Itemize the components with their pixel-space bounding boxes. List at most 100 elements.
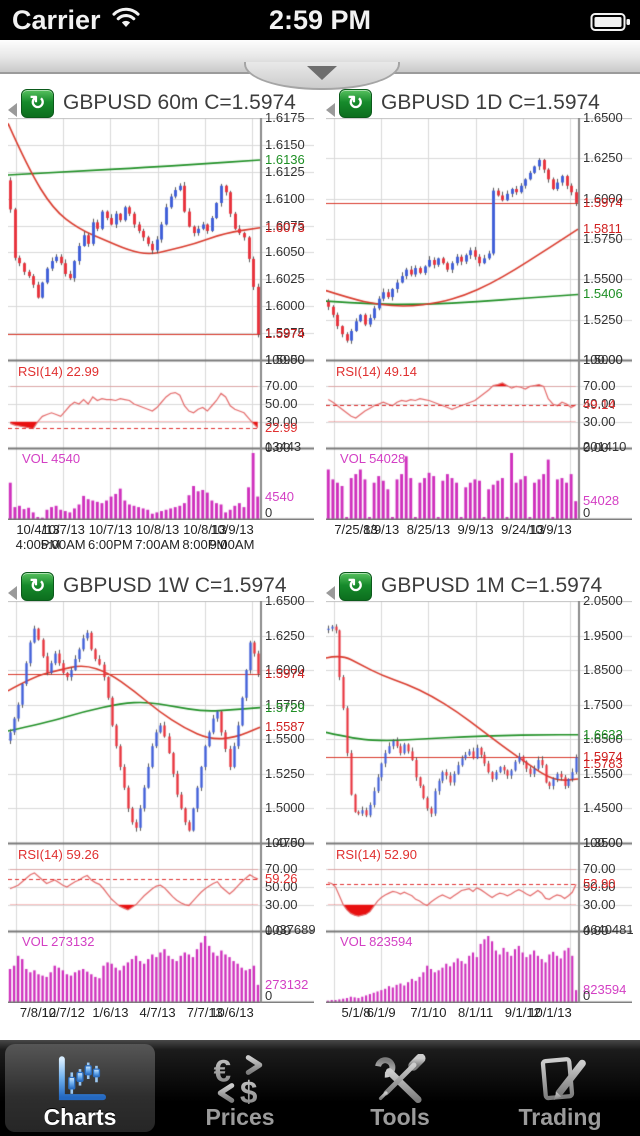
volume-title: VOL 54028 [340, 451, 406, 466]
rsi-axis-label: 30.00 [265, 413, 298, 429]
pulldown-handle[interactable] [244, 62, 400, 90]
tab-charts[interactable]: Charts [0, 1040, 160, 1136]
y-axis-label: 1.5250 [583, 311, 623, 327]
x-axis-label: 10/7/13 6:00PM [87, 522, 133, 552]
chart-title: GBPUSD 1D C=1.5974 [381, 91, 600, 114]
rsi-axis-label: 70.00 [583, 378, 616, 394]
rsi-axis-label: 0.00 [265, 923, 291, 938]
rsi-axis-label: 50.00 [583, 396, 616, 411]
x-axis-label: 1/6/13 [92, 1005, 129, 1020]
collapse-arrow-icon[interactable] [8, 586, 17, 600]
x-axis-label: 10/9/13 [528, 522, 572, 537]
chart-header: ↻ GBPUSD 1W C=1.5974 [8, 571, 314, 601]
rsi-value-label: 59.26 [265, 870, 298, 886]
rsi-axis-label: 100.00 [583, 835, 623, 850]
y-axis-label: 1.5000 [583, 352, 623, 367]
chart-panel-1m: ↻ GBPUSD 1M C=1.5974 2.0500 1.9500 1.8500 1… [326, 571, 634, 1036]
y-axis-label: 1.6500 [583, 110, 623, 125]
x-axis-label: 10/9/13 9:00AM [209, 522, 255, 552]
refresh-button[interactable]: ↻ [21, 88, 54, 118]
price-value-label: 1.6632 [583, 726, 623, 742]
tab-label: Charts [43, 1104, 117, 1130]
x-axis-label: 10/7/12 [41, 1005, 85, 1020]
price-value-label: 1.5974 [583, 749, 623, 765]
x-axis-label: 7/1/10 [410, 1005, 447, 1020]
y-axis-label: 1.6000 [583, 190, 623, 206]
y-axis-label: 1.6075 [265, 217, 305, 233]
volume-max-label: 201410 [583, 439, 627, 454]
volume-value-label: 823594 [583, 982, 627, 998]
y-axis-label: 1.5500 [265, 731, 305, 747]
rsi-title: RSI(14) 22.99 [18, 364, 99, 379]
chart-panel-60m: ↻ GBPUSD 60m C=1.5974 1.6175 1.6150 1.6125… [8, 88, 314, 553]
tools-icon [372, 1046, 428, 1104]
y-axis-label: 1.5000 [265, 800, 305, 816]
rsi-axis-label: 100.00 [265, 352, 305, 367]
svg-text:$: $ [240, 1075, 257, 1104]
rsi-axis-label: 70.00 [583, 861, 616, 877]
chart-canvas[interactable] [8, 118, 314, 520]
tab-bar: Charts € $ Prices Tools [0, 1040, 640, 1136]
x-axis-label: 5/1/8 [341, 1005, 371, 1020]
rsi-value-label: 49.14 [583, 396, 616, 412]
x-axis-label: 9/24/13 [501, 522, 545, 537]
price-value-label: 1.6073 [265, 219, 305, 235]
x-axis-label: 9/1/12 [504, 1005, 541, 1020]
x-axis-label: 8/25/13 [406, 522, 451, 537]
volume-title: VOL 823594 [340, 934, 413, 949]
rsi-axis-label: 50.00 [265, 396, 298, 411]
chart-canvas[interactable] [326, 601, 632, 1003]
chart-canvas[interactable] [326, 118, 632, 520]
rsi-axis-label: 0.00 [583, 923, 609, 938]
x-axis-label: 6/1/9 [366, 1005, 396, 1020]
rsi-axis-label: 30.00 [583, 896, 616, 912]
refresh-button[interactable]: ↻ [339, 571, 372, 601]
rsi-axis-label: 30.00 [583, 413, 616, 429]
volume-zero-label: 0 [265, 988, 273, 1003]
rsi-axis-label: 100.00 [583, 352, 623, 367]
x-axis-label: 7/8/12 [19, 1005, 57, 1020]
tab-tools[interactable]: Tools [320, 1040, 480, 1136]
chart-canvas[interactable] [8, 601, 314, 1003]
chart-title: GBPUSD 60m C=1.5974 [63, 91, 296, 114]
chart-title: GBPUSD 1W C=1.5974 [63, 574, 287, 597]
x-axis-labels: 10/4/13 4:00PM 10/7/13 5:00AM 10/7/13 6:00PM 1… [8, 521, 314, 553]
y-axis-label: 1.5975 [265, 325, 305, 341]
x-axis-label: 10/7/13 5:00AM [40, 522, 86, 552]
chart-header: ↻ GBPUSD 60m C=1.5974 [8, 88, 314, 118]
rsi-axis-label: 50.00 [265, 879, 298, 894]
y-axis-label: 1.6000 [265, 662, 305, 678]
svg-text:€: € [214, 1054, 231, 1088]
y-axis-label: 1.8500 [583, 662, 623, 678]
status-bar: Carrier 2:59 PM [0, 0, 640, 40]
y-axis-label: 1.6500 [583, 731, 623, 747]
rsi-value-label: 52.90 [583, 876, 616, 892]
y-axis-label: 1.5500 [583, 765, 623, 781]
price-value-label: 1.5406 [583, 286, 623, 302]
charts-grid: ↻ GBPUSD 60m C=1.5974 1.6175 1.6150 1.6125… [8, 88, 634, 1036]
price-value-label: 1.5974 [265, 326, 305, 342]
chart-body: 2.0500 1.9500 1.8500 1.7500 1.6500 1.5500 1.45… [326, 594, 634, 1003]
chart-body: 1.6500 1.6250 1.6000 1.5750 1.5500 1.5250 1.50… [326, 111, 632, 520]
tab-trading[interactable]: Trading [480, 1040, 640, 1136]
collapse-arrow-icon[interactable] [8, 103, 17, 117]
x-axis-labels: 7/25/13 8/9/13 8/25/13 9/9/13 9/24/13 10/9/13 [326, 521, 632, 553]
tab-prices[interactable]: € $ Prices [160, 1040, 320, 1136]
volume-zero-label: 0 [265, 505, 273, 520]
rsi-value-label: 22.99 [265, 419, 298, 435]
rsi-title: RSI(14) 52.90 [336, 847, 417, 862]
y-axis-label: 1.5250 [265, 765, 305, 781]
currency-exchange-icon: € $ [212, 1046, 268, 1104]
collapse-arrow-icon[interactable] [326, 586, 335, 600]
collapse-arrow-icon[interactable] [326, 103, 335, 117]
volume-max-label: 1037689 [265, 922, 316, 937]
refresh-button[interactable]: ↻ [21, 571, 54, 601]
carrier-label: Carrier [12, 4, 101, 35]
x-axis-labels: 7/8/12 10/7/12 1/6/13 4/7/13 7/7/13 10/6/13 [8, 1004, 314, 1036]
pulldown-bar [0, 40, 640, 90]
y-axis-label: 1.6050 [265, 244, 305, 260]
chart-header: ↻ GBPUSD 1D C=1.5974 [326, 88, 632, 118]
volume-zero-label: 0 [583, 988, 591, 1003]
refresh-button[interactable]: ↻ [339, 88, 372, 118]
rsi-axis-label: 70.00 [265, 378, 298, 394]
